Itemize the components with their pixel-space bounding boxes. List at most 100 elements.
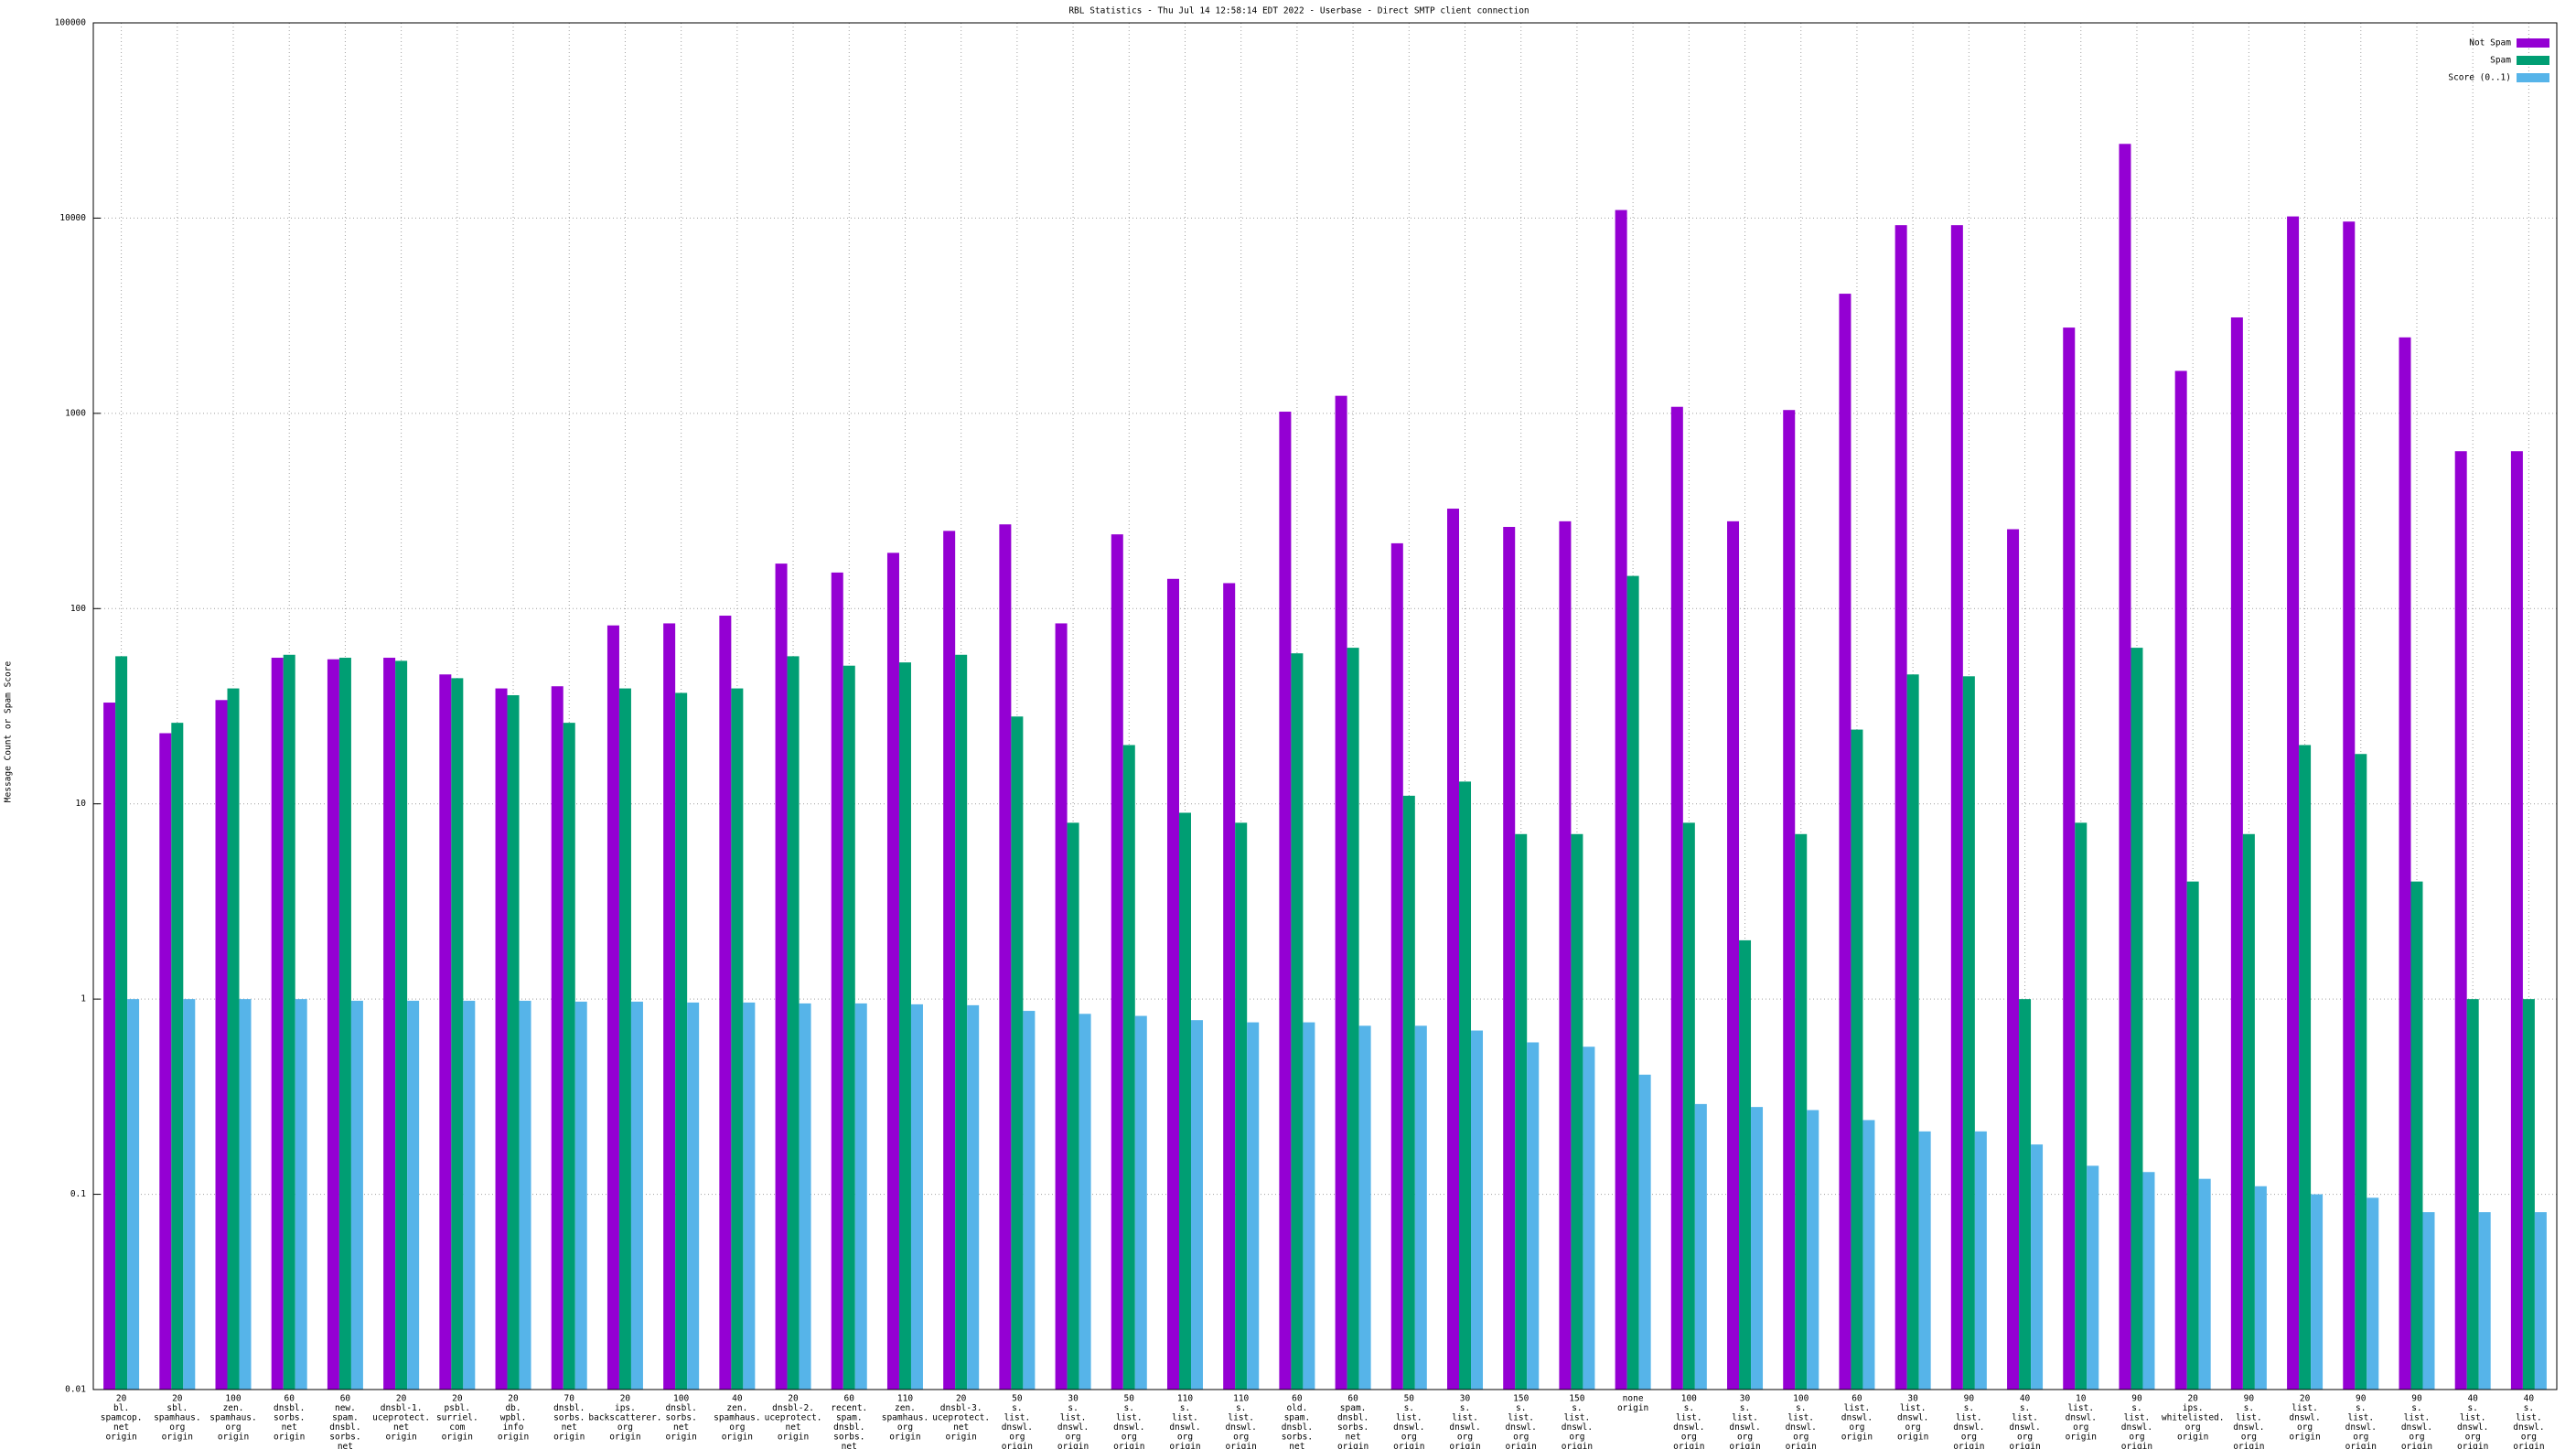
bar bbox=[1807, 1110, 1819, 1390]
x-tick-label: 30 bbox=[1068, 1394, 1079, 1404]
bar bbox=[2186, 881, 2199, 1390]
x-tick-label: origin bbox=[1057, 1442, 1089, 1449]
bar bbox=[2007, 529, 2020, 1390]
x-tick-label: org bbox=[1122, 1433, 1137, 1443]
bar bbox=[1471, 1030, 1484, 1390]
bar bbox=[1906, 674, 1919, 1390]
bar bbox=[227, 688, 240, 1390]
x-tick-label: sorbs. bbox=[329, 1433, 360, 1443]
x-tick-label: dnswl. bbox=[2345, 1422, 2377, 1433]
bar bbox=[495, 688, 508, 1390]
x-tick-label: s. bbox=[1404, 1403, 1414, 1413]
bar bbox=[439, 674, 452, 1390]
x-tick-label: 150 bbox=[1513, 1394, 1529, 1404]
x-tick-label: org bbox=[1681, 1433, 1697, 1443]
x-tick-label: org bbox=[2521, 1433, 2537, 1443]
bar bbox=[519, 1001, 531, 1390]
x-tick-label: 110 bbox=[1233, 1394, 1249, 1404]
x-tick-label: spam. bbox=[1284, 1413, 1311, 1423]
x-tick-label: origin bbox=[2457, 1442, 2488, 1449]
bar bbox=[2478, 1212, 2491, 1390]
x-tick-label: origin bbox=[442, 1433, 473, 1443]
x-tick-label: 40 bbox=[2524, 1394, 2535, 1404]
x-tick-label: dnswl. bbox=[1786, 1422, 1817, 1433]
bar bbox=[2534, 1212, 2547, 1390]
x-tick-label: s. bbox=[1572, 1403, 1582, 1413]
x-tick-label: list. bbox=[1732, 1413, 1758, 1423]
bar bbox=[719, 616, 732, 1390]
x-tick-label: 30 bbox=[1740, 1394, 1751, 1404]
x-tick-label: dnswl. bbox=[1393, 1422, 1424, 1433]
bar bbox=[831, 572, 843, 1390]
x-tick-label: dnsbl-3. bbox=[940, 1403, 982, 1413]
bar bbox=[910, 1004, 923, 1390]
bar bbox=[507, 694, 520, 1390]
x-tick-label: 20 bbox=[956, 1394, 967, 1404]
bar bbox=[606, 625, 619, 1390]
bar bbox=[1023, 1011, 1036, 1390]
x-tick-label: dnswl. bbox=[1841, 1413, 1873, 1423]
x-tick-label: sorbs. bbox=[665, 1413, 696, 1423]
x-tick-label: 110 bbox=[1177, 1394, 1193, 1404]
x-tick-label: origin bbox=[1897, 1433, 1928, 1443]
x-tick-label: dnswl. bbox=[2401, 1422, 2432, 1433]
x-tick-label: s. bbox=[2524, 1403, 2534, 1413]
x-tick-label: origin bbox=[946, 1433, 977, 1443]
x-tick-label: s. bbox=[1460, 1403, 1470, 1413]
x-tick-label: origin bbox=[162, 1433, 193, 1443]
x-tick-label: s. bbox=[1236, 1403, 1246, 1413]
x-tick-label: net bbox=[673, 1422, 689, 1433]
bar bbox=[1682, 822, 1695, 1390]
bar bbox=[1079, 1014, 1091, 1390]
bar bbox=[239, 999, 252, 1390]
x-tick-label: bl. bbox=[113, 1403, 129, 1413]
x-tick-label: origin bbox=[274, 1433, 305, 1443]
x-tick-label: sorbs. bbox=[553, 1413, 585, 1423]
x-tick-label: org bbox=[2353, 1433, 2368, 1443]
bar bbox=[283, 654, 295, 1390]
bar bbox=[2299, 745, 2312, 1390]
x-tick-label: list. bbox=[1060, 1413, 1087, 1423]
bar bbox=[1851, 729, 1863, 1390]
x-tick-label: dnswl. bbox=[1169, 1422, 1200, 1433]
bar bbox=[1067, 822, 1079, 1390]
bar bbox=[407, 1001, 420, 1390]
x-tick-label: list. bbox=[1956, 1413, 1982, 1423]
x-tick-label: origin bbox=[722, 1433, 753, 1443]
bar bbox=[1279, 412, 1292, 1390]
bar bbox=[1122, 745, 1135, 1390]
x-tick-label: recent. bbox=[831, 1403, 867, 1413]
x-tick-label: s. bbox=[1964, 1403, 1974, 1413]
x-tick-label: origin bbox=[553, 1433, 585, 1443]
x-tick-label: sbl. bbox=[166, 1403, 188, 1413]
bar bbox=[563, 723, 575, 1390]
bar bbox=[327, 659, 339, 1390]
x-tick-label: psbl. bbox=[445, 1403, 471, 1413]
x-tick-label: list. bbox=[1676, 1413, 1702, 1423]
bar bbox=[1583, 1046, 1595, 1390]
x-tick-label: 110 bbox=[897, 1394, 913, 1404]
bar bbox=[1111, 534, 1123, 1390]
x-tick-label: org bbox=[1065, 1433, 1080, 1443]
bar bbox=[2410, 881, 2423, 1390]
x-tick-label: origin bbox=[1617, 1403, 1648, 1413]
x-tick-label: origin bbox=[385, 1433, 416, 1443]
x-tick-label: origin bbox=[1729, 1442, 1760, 1449]
x-tick-label: 60 bbox=[844, 1394, 855, 1404]
bar bbox=[1390, 542, 1403, 1390]
bar bbox=[2198, 1178, 2211, 1390]
bar bbox=[2075, 822, 2088, 1390]
bar bbox=[451, 678, 464, 1390]
bar bbox=[687, 1002, 700, 1390]
x-tick-label: org bbox=[2129, 1433, 2144, 1443]
x-tick-label: origin bbox=[1506, 1442, 1537, 1449]
x-tick-label: uceprotect. bbox=[932, 1413, 990, 1423]
x-tick-label: org bbox=[2409, 1433, 2424, 1443]
x-tick-label: origin bbox=[1169, 1442, 1200, 1449]
x-tick-label: dnswl. bbox=[1953, 1422, 1984, 1433]
x-tick-label: origin bbox=[889, 1433, 920, 1443]
x-tick-label: 90 bbox=[2244, 1394, 2255, 1404]
x-tick-label: net bbox=[282, 1422, 297, 1433]
x-tick-label: org bbox=[1233, 1433, 1249, 1443]
bar bbox=[1615, 209, 1627, 1390]
